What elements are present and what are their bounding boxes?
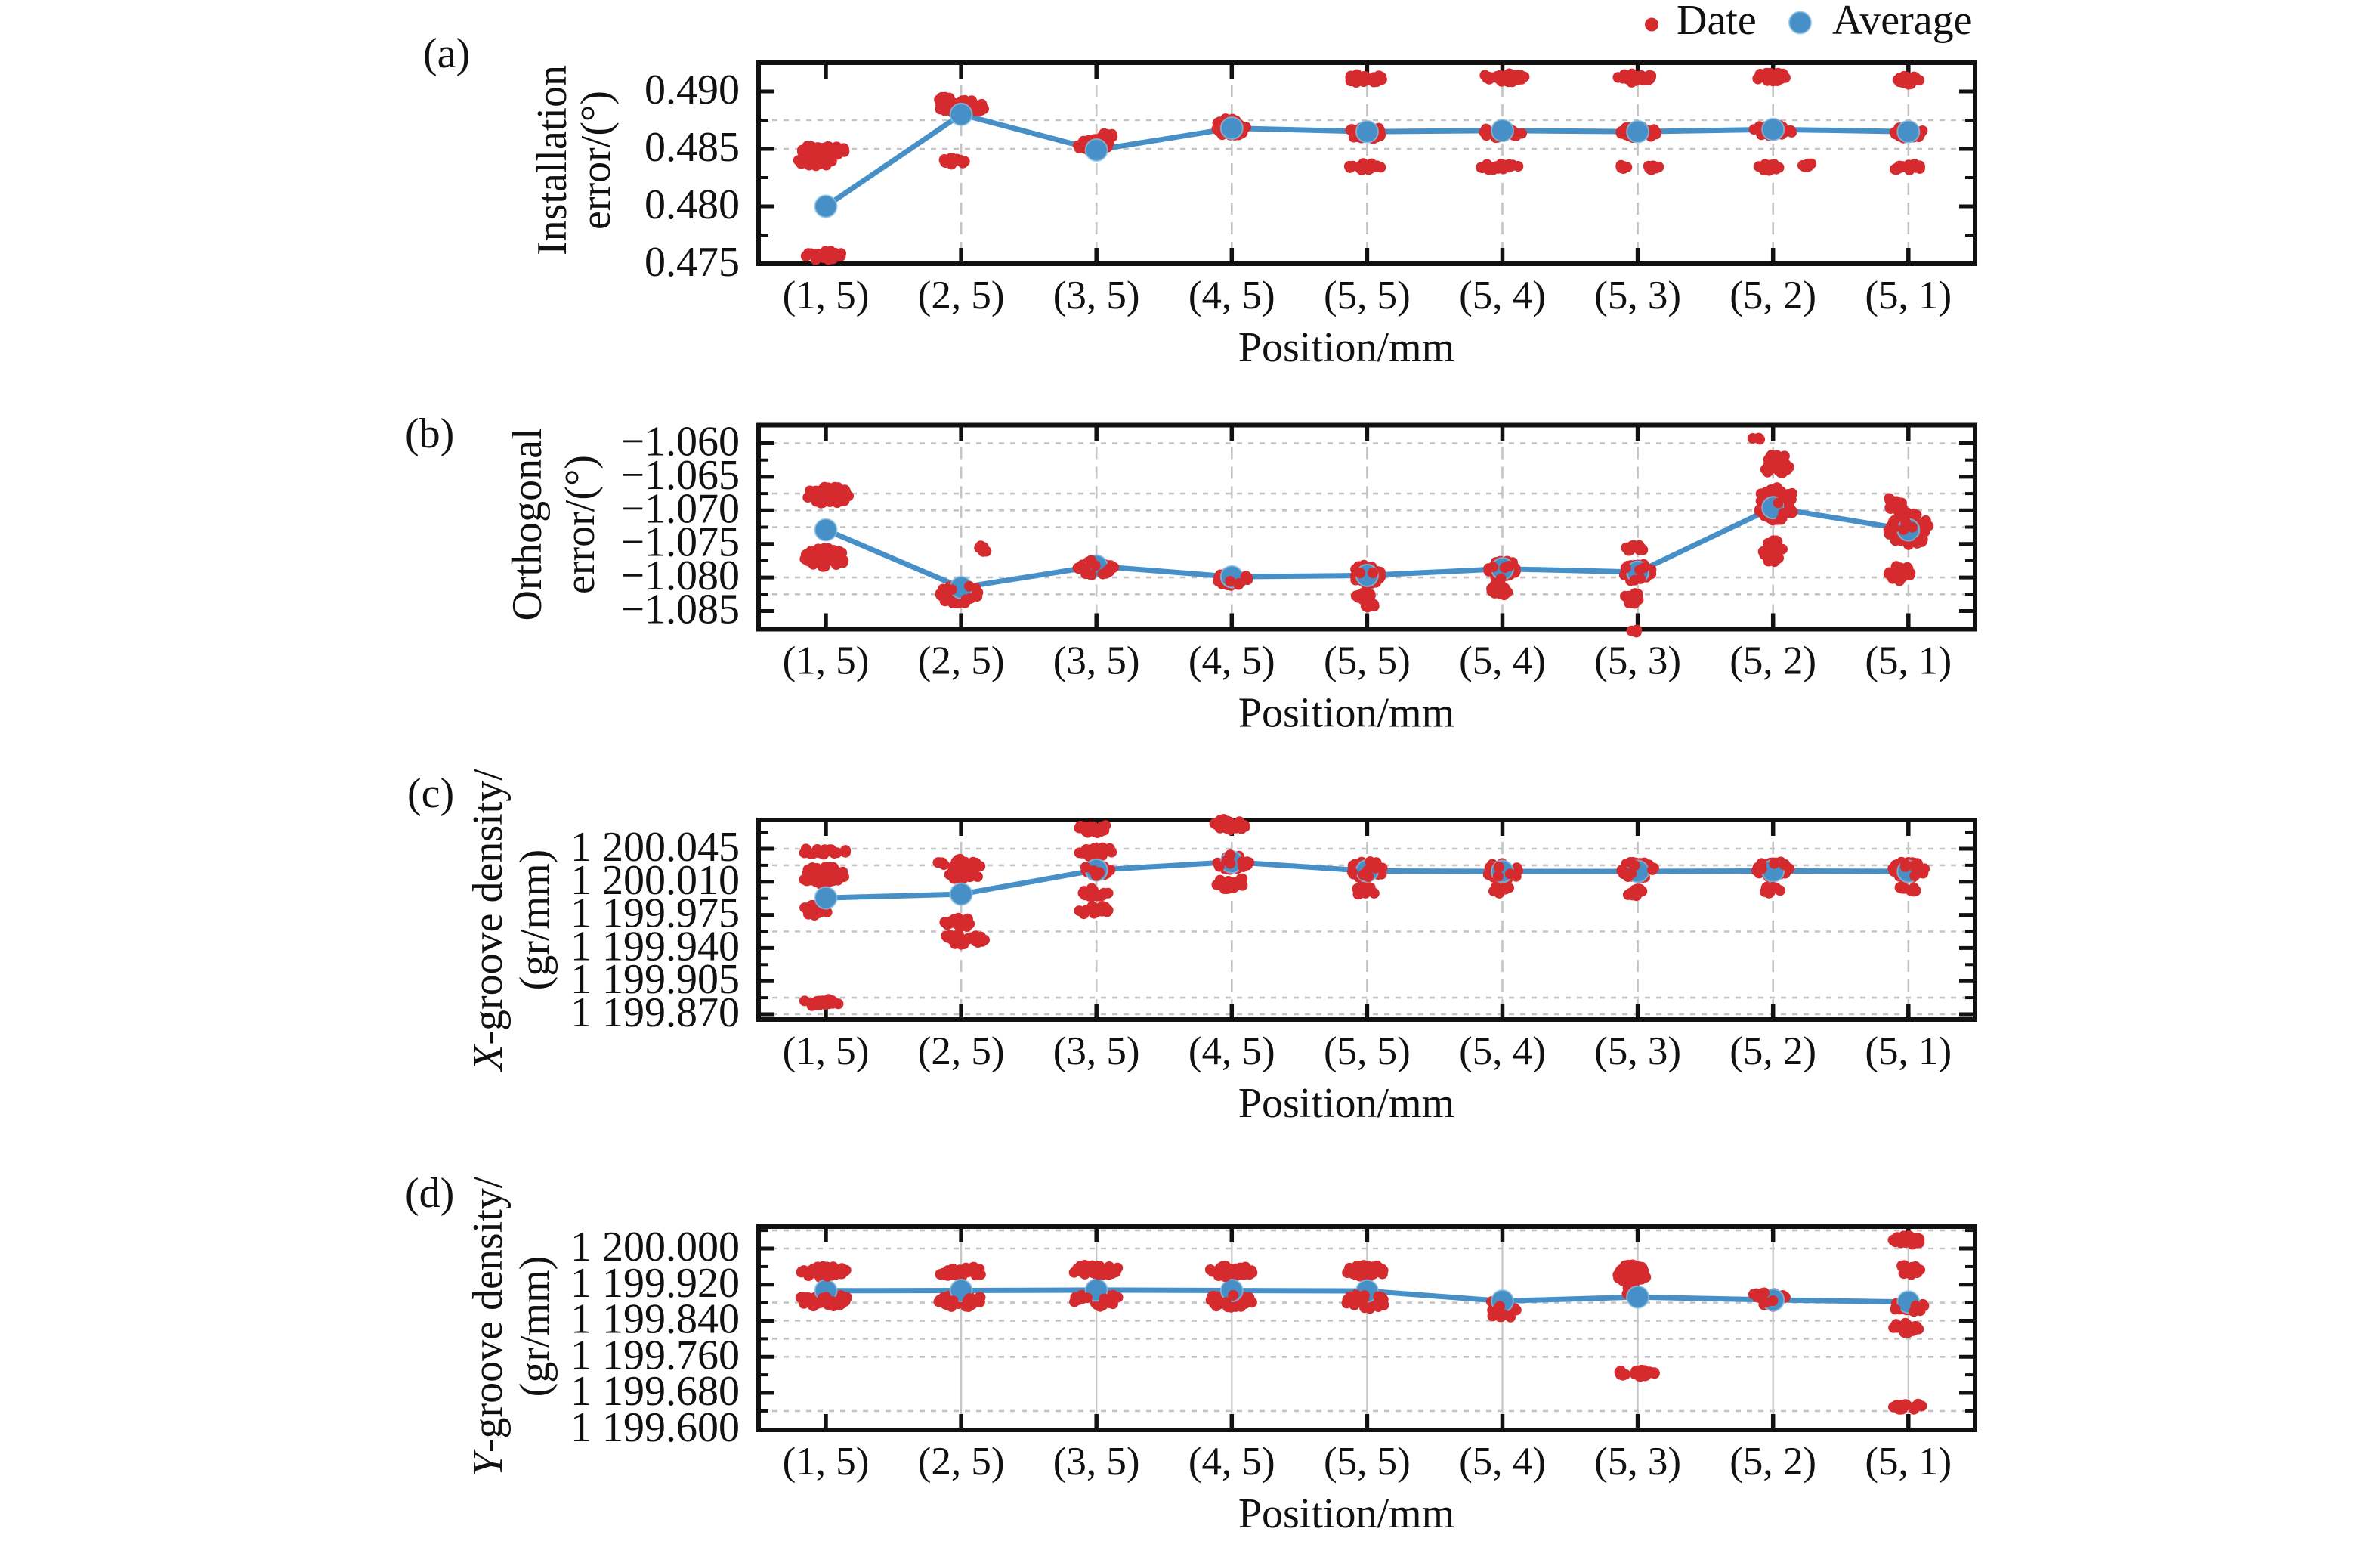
- svg-text:0.475: 0.475: [644, 239, 740, 286]
- svg-text:(1, 5): (1, 5): [783, 1440, 870, 1484]
- svg-text:(1, 5): (1, 5): [783, 274, 870, 317]
- svg-text:error/(°): error/(°): [557, 455, 604, 594]
- svg-text:1 199.905: 1 199.905: [570, 956, 740, 1003]
- svg-text:(gr/mm): (gr/mm): [512, 849, 558, 991]
- svg-text:Position/mm: Position/mm: [1238, 1490, 1454, 1537]
- svg-text:Position/mm: Position/mm: [1238, 690, 1454, 737]
- svg-text:(b): (b): [405, 410, 454, 457]
- svg-text:(2, 5): (2, 5): [918, 639, 1005, 683]
- svg-text:1 199.600: 1 199.600: [570, 1404, 740, 1451]
- svg-text:0.485: 0.485: [644, 124, 740, 171]
- svg-text:1 199.920: 1 199.920: [570, 1260, 740, 1307]
- svg-text:(5, 3): (5, 3): [1594, 1440, 1681, 1484]
- svg-text:(c): (c): [407, 770, 454, 817]
- svg-text:(5, 2): (5, 2): [1729, 639, 1816, 683]
- svg-text:(5, 4): (5, 4): [1459, 1440, 1546, 1484]
- svg-text:Installation: Installation: [529, 65, 576, 255]
- svg-text:−1.085: −1.085: [620, 586, 740, 633]
- svg-text:(5, 1): (5, 1): [1865, 274, 1952, 317]
- svg-text:−1.060: −1.060: [620, 419, 740, 466]
- svg-text:Position/mm: Position/mm: [1238, 324, 1454, 371]
- svg-text:(5, 5): (5, 5): [1324, 1440, 1411, 1484]
- svg-text:(3, 5): (3, 5): [1053, 639, 1140, 683]
- svg-text:(gr/mm): (gr/mm): [512, 1256, 558, 1397]
- svg-text:Date: Date: [1677, 0, 1757, 44]
- svg-text:(5, 2): (5, 2): [1729, 274, 1816, 317]
- svg-text:(1, 5): (1, 5): [783, 639, 870, 683]
- svg-text:(5, 3): (5, 3): [1594, 274, 1681, 317]
- svg-text:(3, 5): (3, 5): [1053, 1029, 1140, 1073]
- svg-text:−1.065: −1.065: [620, 452, 740, 499]
- svg-text:1 199.680: 1 199.680: [570, 1368, 740, 1415]
- svg-text:(5, 1): (5, 1): [1865, 639, 1952, 683]
- svg-text:1 200.045: 1 200.045: [570, 824, 740, 871]
- svg-text:1 199.940: 1 199.940: [570, 923, 740, 970]
- svg-text:1 200.010: 1 200.010: [570, 857, 740, 904]
- svg-text:Position/mm: Position/mm: [1238, 1080, 1454, 1127]
- svg-text:−1.080: −1.080: [620, 552, 740, 599]
- svg-text:(5, 5): (5, 5): [1324, 274, 1411, 317]
- svg-text:(5, 5): (5, 5): [1324, 639, 1411, 683]
- svg-text:(2, 5): (2, 5): [918, 1440, 1005, 1484]
- svg-text:−1.075: −1.075: [620, 519, 740, 566]
- svg-text:(5, 3): (5, 3): [1594, 639, 1681, 683]
- svg-text:Orthogonal: Orthogonal: [504, 428, 551, 620]
- svg-text:(5, 1): (5, 1): [1865, 1029, 1952, 1073]
- svg-text:1 199.975: 1 199.975: [570, 890, 740, 937]
- svg-text:0.490: 0.490: [644, 67, 740, 113]
- svg-text:error/(°): error/(°): [573, 91, 620, 230]
- svg-text:(a): (a): [423, 30, 470, 77]
- svg-text:(5, 2): (5, 2): [1729, 1440, 1816, 1484]
- svg-text:1 200.000: 1 200.000: [570, 1224, 740, 1270]
- svg-text:(2, 5): (2, 5): [918, 1029, 1005, 1073]
- svg-text:1 199.870: 1 199.870: [570, 989, 740, 1036]
- svg-text:(4, 5): (4, 5): [1188, 639, 1275, 683]
- svg-text:(4, 5): (4, 5): [1188, 274, 1275, 317]
- svg-text:1 199.760: 1 199.760: [570, 1332, 740, 1379]
- svg-text:(2, 5): (2, 5): [918, 274, 1005, 317]
- svg-text:(4, 5): (4, 5): [1188, 1440, 1275, 1484]
- svg-text:(5, 5): (5, 5): [1324, 1029, 1411, 1073]
- svg-text:(5, 1): (5, 1): [1865, 1440, 1952, 1484]
- svg-text:(5, 3): (5, 3): [1594, 1029, 1681, 1073]
- svg-text:(5, 4): (5, 4): [1459, 1029, 1546, 1073]
- svg-text:(1, 5): (1, 5): [783, 1029, 870, 1073]
- svg-text:(4, 5): (4, 5): [1188, 1029, 1275, 1073]
- svg-text:−1.070: −1.070: [620, 485, 740, 532]
- svg-text:(3, 5): (3, 5): [1053, 274, 1140, 317]
- svg-text:(3, 5): (3, 5): [1053, 1440, 1140, 1484]
- svg-text:(5, 4): (5, 4): [1459, 274, 1546, 317]
- svg-text:(5, 2): (5, 2): [1729, 1029, 1816, 1073]
- svg-text:1 199.840: 1 199.840: [570, 1296, 740, 1343]
- svg-text:X-groove density/: X-groove density/: [465, 769, 512, 1072]
- svg-text:Average: Average: [1832, 0, 1973, 44]
- svg-text:Y-groove density/: Y-groove density/: [465, 1176, 512, 1476]
- svg-text:0.480: 0.480: [644, 181, 740, 228]
- svg-text:(5, 4): (5, 4): [1459, 639, 1546, 683]
- svg-text:(d): (d): [405, 1170, 454, 1217]
